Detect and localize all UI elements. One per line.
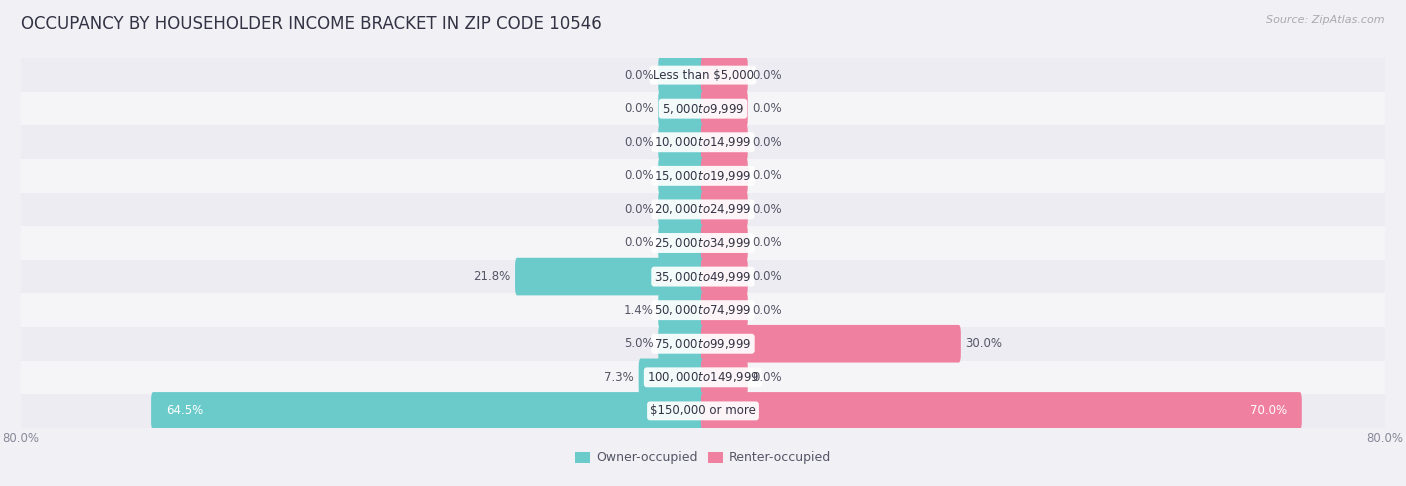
Text: 0.0%: 0.0% <box>624 102 654 115</box>
Bar <box>21 192 1385 226</box>
FancyBboxPatch shape <box>658 291 706 329</box>
Bar <box>21 327 1385 361</box>
FancyBboxPatch shape <box>150 392 706 430</box>
Bar <box>21 260 1385 294</box>
Text: $150,000 or more: $150,000 or more <box>650 404 756 417</box>
FancyBboxPatch shape <box>700 291 748 329</box>
Text: 0.0%: 0.0% <box>624 136 654 149</box>
Text: 0.0%: 0.0% <box>624 237 654 249</box>
Text: 0.0%: 0.0% <box>624 69 654 82</box>
Bar <box>21 226 1385 260</box>
Text: $10,000 to $14,999: $10,000 to $14,999 <box>654 135 752 149</box>
Text: 0.0%: 0.0% <box>752 69 782 82</box>
Text: 1.4%: 1.4% <box>624 304 654 317</box>
Text: $15,000 to $19,999: $15,000 to $19,999 <box>654 169 752 183</box>
Text: 0.0%: 0.0% <box>752 102 782 115</box>
FancyBboxPatch shape <box>700 157 748 195</box>
Text: Source: ZipAtlas.com: Source: ZipAtlas.com <box>1267 15 1385 25</box>
Text: $75,000 to $99,999: $75,000 to $99,999 <box>654 337 752 351</box>
FancyBboxPatch shape <box>700 325 960 363</box>
FancyBboxPatch shape <box>700 191 748 228</box>
FancyBboxPatch shape <box>658 191 706 228</box>
Text: $20,000 to $24,999: $20,000 to $24,999 <box>654 203 752 216</box>
Bar <box>21 58 1385 92</box>
Bar <box>21 125 1385 159</box>
FancyBboxPatch shape <box>638 359 706 396</box>
Text: 30.0%: 30.0% <box>966 337 1002 350</box>
FancyBboxPatch shape <box>658 56 706 94</box>
Text: 0.0%: 0.0% <box>752 371 782 384</box>
Text: 0.0%: 0.0% <box>752 136 782 149</box>
Text: 0.0%: 0.0% <box>752 304 782 317</box>
Bar <box>21 294 1385 327</box>
Text: 5.0%: 5.0% <box>624 337 654 350</box>
FancyBboxPatch shape <box>658 157 706 195</box>
Bar <box>21 394 1385 428</box>
FancyBboxPatch shape <box>700 359 748 396</box>
Text: 0.0%: 0.0% <box>752 237 782 249</box>
FancyBboxPatch shape <box>700 123 748 161</box>
FancyBboxPatch shape <box>700 258 748 295</box>
Legend: Owner-occupied, Renter-occupied: Owner-occupied, Renter-occupied <box>569 447 837 469</box>
Text: 0.0%: 0.0% <box>624 169 654 182</box>
Bar <box>21 361 1385 394</box>
Text: 70.0%: 70.0% <box>1250 404 1286 417</box>
FancyBboxPatch shape <box>700 224 748 262</box>
Text: 0.0%: 0.0% <box>752 203 782 216</box>
Text: $50,000 to $74,999: $50,000 to $74,999 <box>654 303 752 317</box>
Text: 0.0%: 0.0% <box>624 203 654 216</box>
FancyBboxPatch shape <box>700 56 748 94</box>
Text: $25,000 to $34,999: $25,000 to $34,999 <box>654 236 752 250</box>
Text: 21.8%: 21.8% <box>472 270 510 283</box>
FancyBboxPatch shape <box>658 325 706 363</box>
Text: 64.5%: 64.5% <box>166 404 204 417</box>
FancyBboxPatch shape <box>700 90 748 127</box>
FancyBboxPatch shape <box>658 123 706 161</box>
Text: 0.0%: 0.0% <box>752 169 782 182</box>
FancyBboxPatch shape <box>658 90 706 127</box>
Bar <box>21 159 1385 192</box>
Bar <box>21 92 1385 125</box>
FancyBboxPatch shape <box>515 258 706 295</box>
Text: 0.0%: 0.0% <box>752 270 782 283</box>
Text: $5,000 to $9,999: $5,000 to $9,999 <box>662 102 744 116</box>
Text: 7.3%: 7.3% <box>605 371 634 384</box>
Text: $100,000 to $149,999: $100,000 to $149,999 <box>647 370 759 384</box>
Text: Less than $5,000: Less than $5,000 <box>652 69 754 82</box>
Text: $35,000 to $49,999: $35,000 to $49,999 <box>654 270 752 283</box>
FancyBboxPatch shape <box>700 392 1302 430</box>
Text: OCCUPANCY BY HOUSEHOLDER INCOME BRACKET IN ZIP CODE 10546: OCCUPANCY BY HOUSEHOLDER INCOME BRACKET … <box>21 15 602 33</box>
FancyBboxPatch shape <box>658 224 706 262</box>
